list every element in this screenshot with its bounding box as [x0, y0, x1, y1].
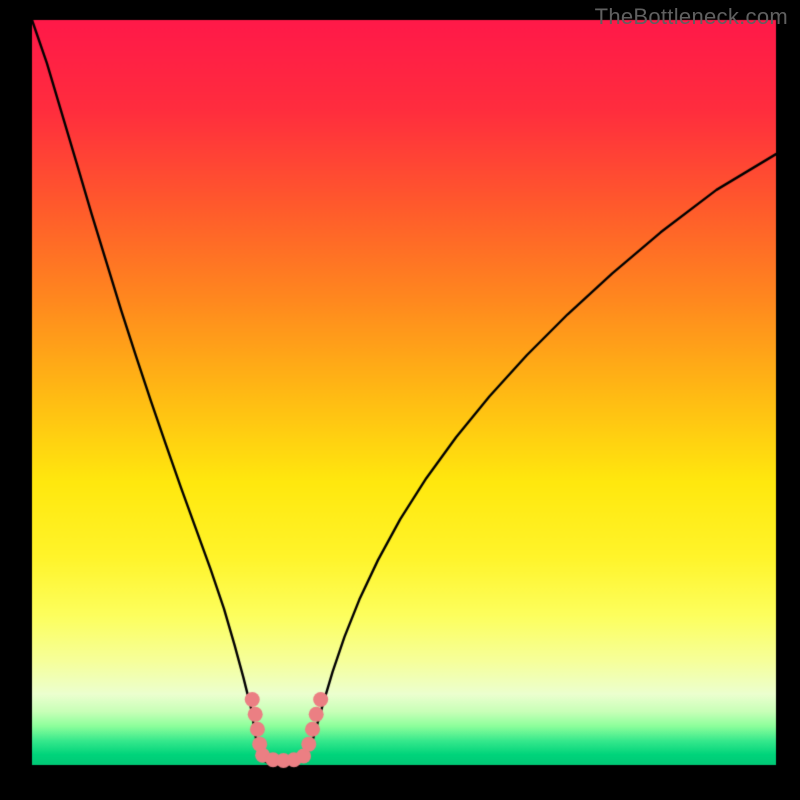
chart-stage: TheBottleneck.com — [0, 0, 800, 800]
watermark-text: TheBottleneck.com — [595, 4, 788, 30]
bottleneck-curve-chart — [0, 0, 800, 800]
